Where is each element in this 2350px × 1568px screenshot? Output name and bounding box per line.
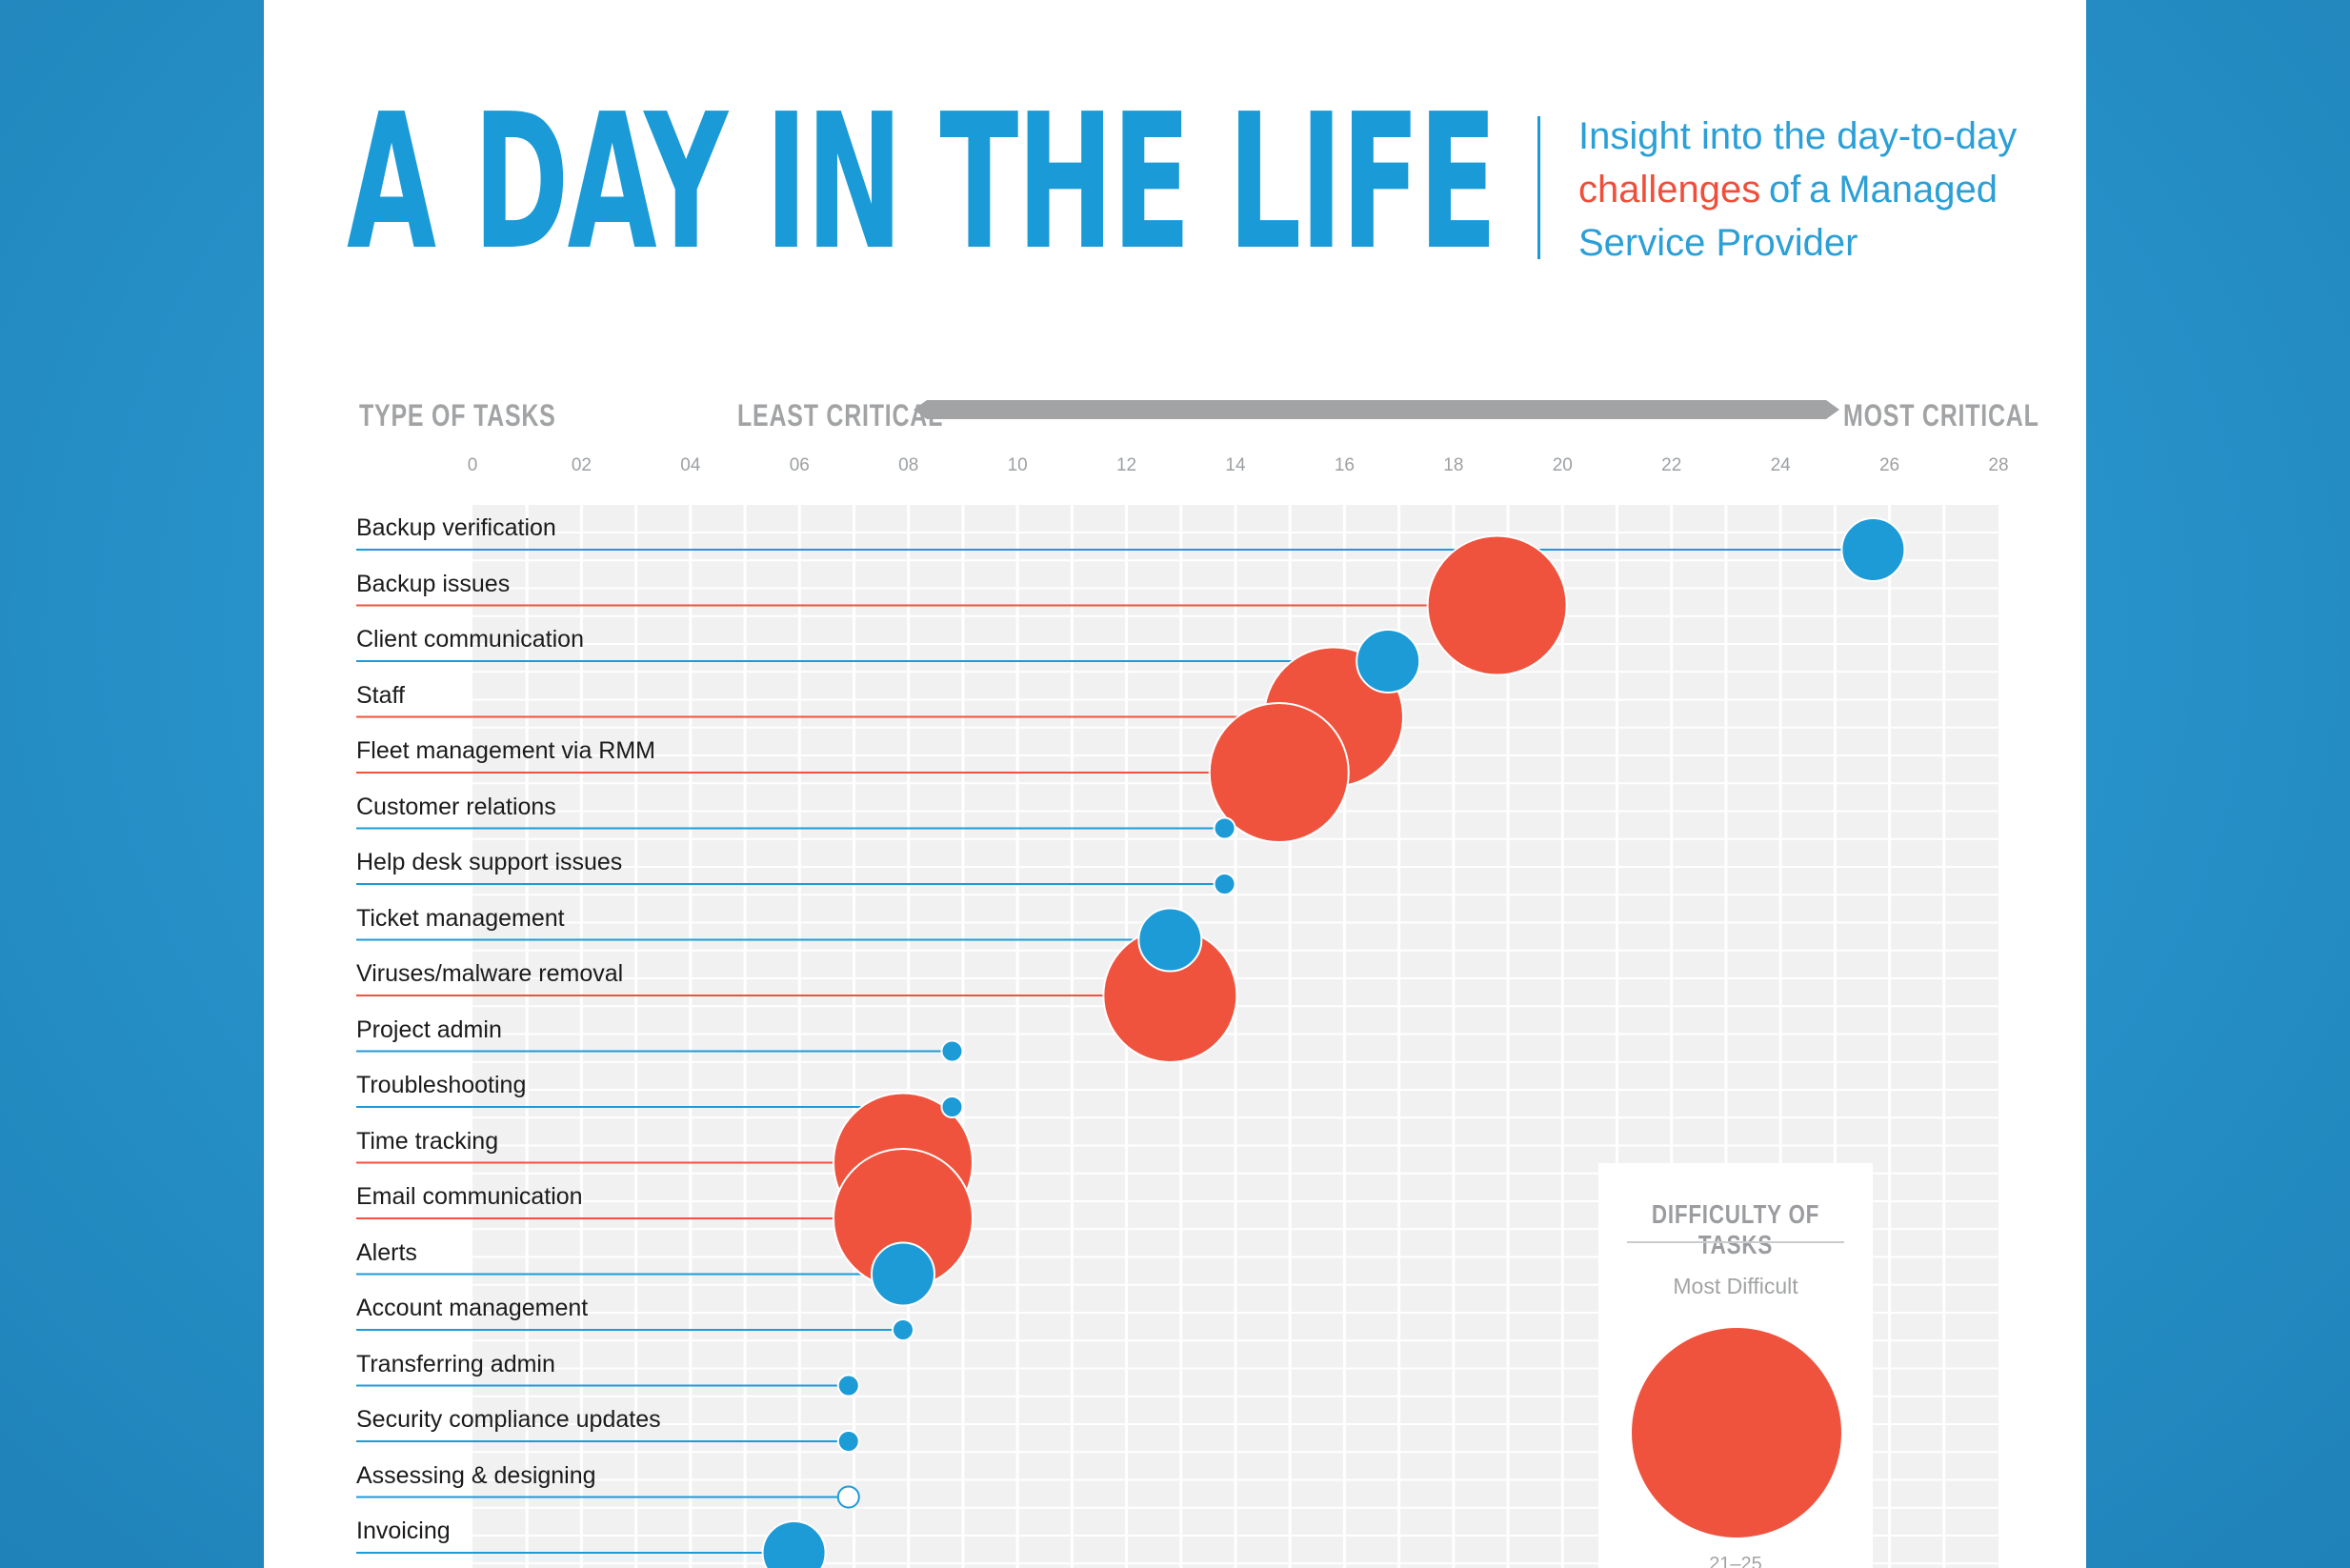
task-label: Account management: [356, 1295, 589, 1321]
task-label: Project admin: [356, 1015, 502, 1043]
subtitle-managed: Managed: [1838, 169, 1998, 211]
x-tick-label: 06: [789, 455, 810, 475]
difficulty-legend: DIFFICULTY OF TASKS Most Difficult 21–25: [1598, 1163, 1873, 1568]
task-bubble: [1213, 873, 1236, 895]
x-tick-label: 20: [1552, 455, 1573, 475]
task-label: Invoicing: [356, 1518, 451, 1544]
task-bubble: [940, 1096, 964, 1118]
task-label: Customer relations: [356, 793, 556, 820]
task-bubble: [1213, 816, 1236, 840]
task-label: Ticket management: [356, 904, 565, 932]
task-label: Assessing & designing: [356, 1461, 596, 1489]
task-label: Troubleshooting: [356, 1072, 527, 1098]
task-label: Email communication: [356, 1183, 583, 1210]
legend-most-difficult-circle: [1632, 1328, 1841, 1538]
task-bubble: [1426, 534, 1568, 676]
task-label: Security compliance updates: [356, 1406, 661, 1433]
x-tick-label: 02: [571, 455, 592, 475]
task-label: Staff: [356, 681, 405, 709]
subtitle: Insight into the day-to-day challenges o…: [1578, 110, 2036, 270]
task-label: Fleet management via RMM: [356, 737, 656, 764]
task-label: Help desk support issues: [356, 849, 623, 875]
task-bubble: [1840, 517, 1906, 582]
task-bubble: [1137, 907, 1203, 973]
task-bubble: [836, 1374, 860, 1397]
task-bubbles: [761, 517, 1906, 1568]
task-label: Backup issues: [356, 570, 511, 597]
x-tick-label: 16: [1334, 455, 1355, 475]
x-tick-label: 12: [1115, 455, 1137, 475]
task-bubble: [836, 1485, 860, 1509]
subtitle-line-3: Service Provider: [1578, 222, 1858, 264]
task-bubble: [940, 1039, 964, 1063]
x-tick-label: 08: [898, 455, 919, 475]
x-tick-label: 28: [1988, 455, 2009, 475]
task-bubble: [891, 1318, 914, 1341]
x-tick-label: 18: [1443, 455, 1464, 475]
subtitle-line-1: Insight into the day-to-day: [1578, 115, 2018, 157]
x-axis-label-right: MOST CRITICAL: [1843, 398, 2039, 432]
criticality-arrow: [914, 400, 1839, 419]
y-axis-label: TYPE OF TASKS: [359, 398, 556, 432]
task-bubble: [1356, 629, 1421, 694]
task-label: Alerts: [356, 1238, 417, 1266]
subtitle-highlight: challenges: [1578, 169, 1761, 211]
x-tick-label: 26: [1878, 455, 1900, 475]
task-label: Backup verification: [356, 514, 556, 541]
legend-item-range: 21–25: [1709, 1554, 1762, 1568]
subtitle-of: of: [1769, 169, 1801, 211]
poster: A DAY IN THE LIFE Insight into the day-t…: [264, 0, 2086, 1568]
task-lines: [356, 549, 1874, 1554]
task-bubble: [761, 1520, 827, 1568]
legend-underline: [1627, 1241, 1844, 1243]
x-tick-label: 04: [680, 455, 701, 475]
task-bubble: [870, 1241, 935, 1307]
legend-title-text: DIFFICULTY OF TASKS: [1651, 1199, 1820, 1259]
task-label: Time tracking: [356, 1127, 499, 1155]
legend-title: DIFFICULTY OF TASKS: [1598, 1199, 1873, 1260]
subtitle-line-2: challenges of a Managed: [1578, 163, 1998, 216]
task-label: Viruses/malware removal: [356, 960, 624, 987]
x-tick-label: 0: [467, 455, 478, 475]
legend-item-label: Most Difficult: [1673, 1274, 1798, 1298]
task-bubble: [836, 1430, 860, 1453]
task-bubble: [1208, 702, 1350, 843]
subtitle-a: a: [1809, 169, 1831, 211]
task-label: Client communication: [356, 626, 584, 653]
x-tick-label: 14: [1225, 455, 1246, 475]
x-tick-label: 24: [1770, 455, 1791, 475]
x-tick-label: 10: [1007, 455, 1028, 475]
page-title: A DAY IN THE LIFE: [347, 74, 1497, 291]
x-tick-label: 22: [1661, 455, 1682, 475]
title-divider: [1537, 116, 1540, 259]
x-axis-label-left: LEAST CRITICAL: [737, 398, 944, 432]
task-label: Transferring admin: [356, 1350, 555, 1377]
